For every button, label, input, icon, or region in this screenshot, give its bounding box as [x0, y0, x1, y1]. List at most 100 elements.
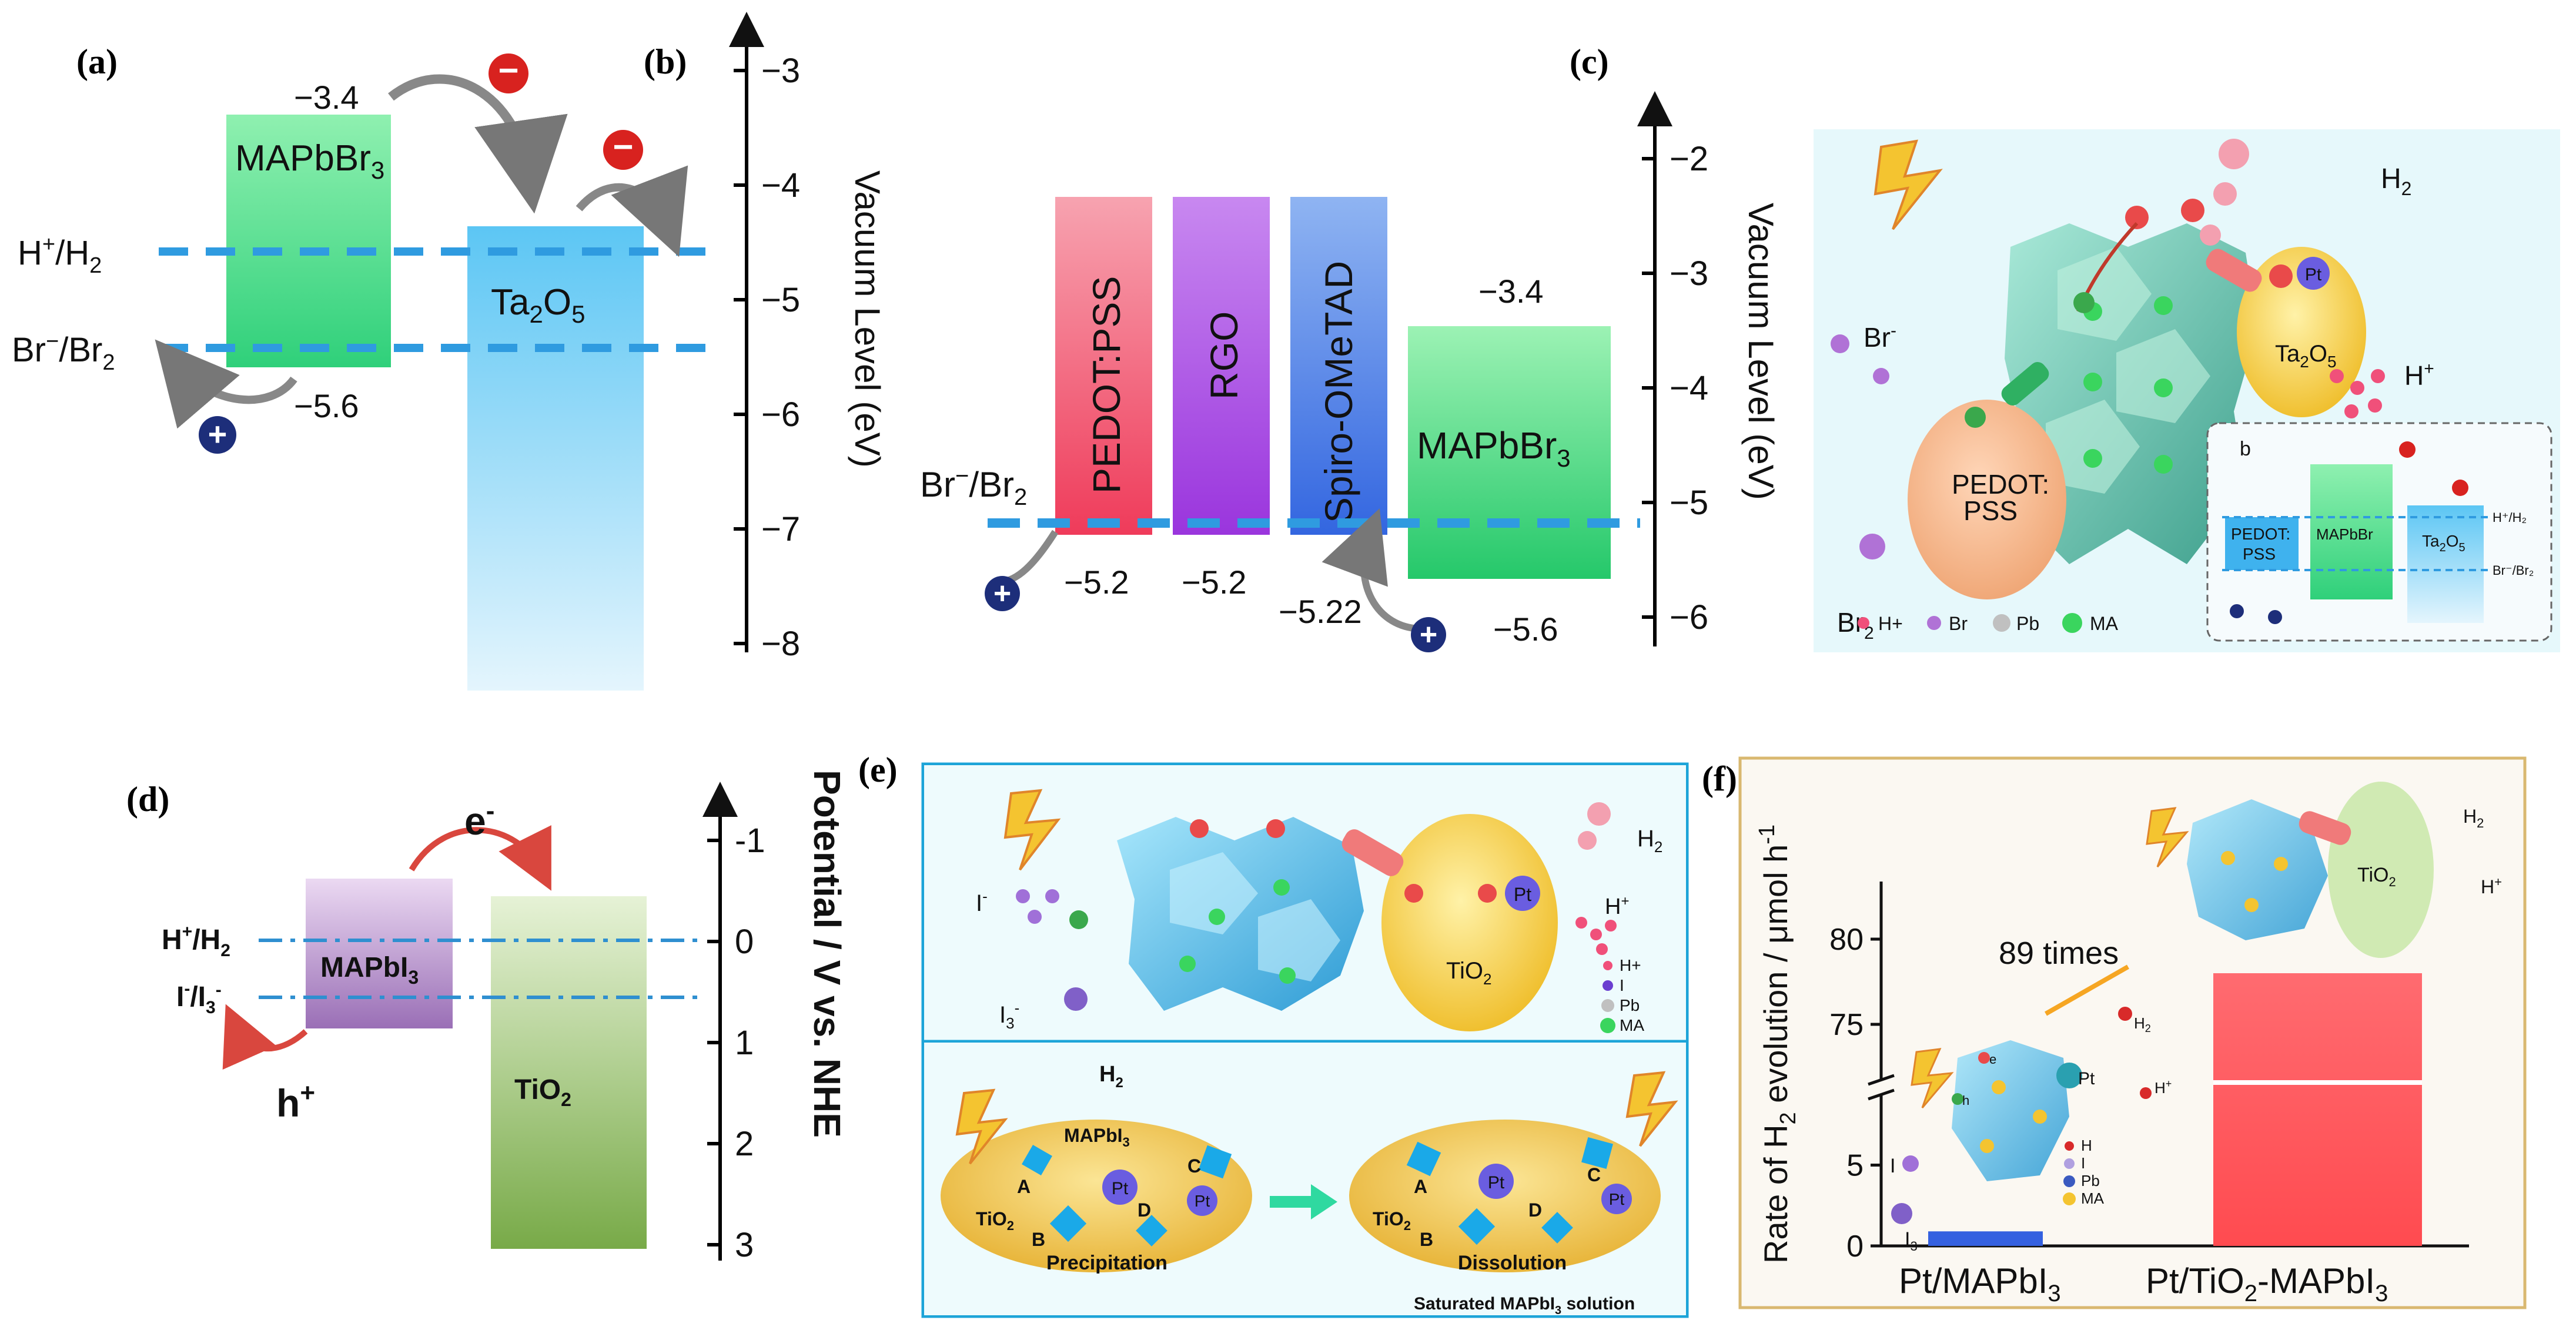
electron-c-1: [2125, 206, 2149, 229]
h2-molecule-e1: [1587, 802, 1611, 826]
pt-label-f-left: Pt: [2078, 1069, 2095, 1088]
site-c-right: C: [1587, 1164, 1601, 1185]
precipitation-particle: [941, 1120, 1252, 1272]
light-bolt-c: [1874, 139, 1943, 230]
h2-molecule-e2: [1578, 831, 1597, 850]
electron-arrow-d: [409, 825, 551, 891]
electron-badge-a: [489, 53, 528, 93]
perovskite-lattice-e: [1117, 817, 1364, 1011]
i3-label-e: I3-: [999, 999, 1019, 1032]
legend-f-marker-i: [2064, 1158, 2075, 1169]
hole-label-d: h+: [276, 1078, 315, 1125]
electron-beam-c: [2206, 249, 2262, 292]
hplus-cluster-e: [1575, 917, 1617, 955]
pt-dissolution-2: [1601, 1184, 1632, 1214]
tio2-label-d: TiO2: [514, 1074, 571, 1110]
panel-label-d: (d): [126, 780, 169, 819]
pt-label-e: Pt: [1514, 884, 1531, 905]
site-b-right: B: [1420, 1229, 1433, 1250]
br-minus-label-c: Br-: [1864, 321, 1896, 353]
ta2o5-sphere-label: Ta2O5: [2275, 341, 2337, 371]
electron-badge-a2-sign: −: [613, 127, 633, 166]
panel-a: (a) MAPbBr3 Ta2O5 −3.4 −5.6 H+/H2 Br−/Br…: [12, 12, 887, 691]
pedot-sphere-label: PEDOT:: [1952, 469, 2049, 500]
tio2-sphere-f: [2328, 782, 2434, 958]
pt-label-precipitation: Pt: [1112, 1179, 1129, 1198]
hole-badge-b2: [1411, 617, 1446, 652]
tio2-label-f: TiO2: [2357, 864, 2396, 889]
legend-e: [1600, 961, 1615, 1033]
chart-f-xlabel-1: Pt/TiO2-MAPbI3: [2146, 1261, 2388, 1306]
inset-h-couple: H⁺/H₂: [2493, 510, 2527, 525]
site-a-right: A: [1414, 1176, 1427, 1197]
rgo-label: RGO: [1202, 311, 1246, 400]
site-b-left: B: [1032, 1229, 1045, 1250]
panel-e: TiO2 Pt I- I3- H2 H+ H+ I Pb: [921, 762, 1689, 1318]
h2-label-f-left: H2: [2134, 1014, 2151, 1034]
chart-f: 0 5 75 80: [1829, 882, 2469, 1264]
legend-c-ma: MA: [2090, 613, 2119, 634]
pss-sphere-label: PSS: [1963, 495, 2018, 526]
electron-label-f-left: e: [1989, 1052, 1996, 1067]
legend-c-marker-hplus: [1858, 617, 1869, 629]
iodide-f-left: [1902, 1155, 1919, 1172]
axis-a-tick-label-0: −3: [761, 52, 800, 90]
ta2o5-band: [467, 226, 644, 691]
panel-label-b: (b): [644, 42, 687, 81]
hole-c-2: [1965, 407, 1986, 428]
mapbbr3-band: [226, 115, 391, 367]
pt-particle-f-left: [2056, 1063, 2082, 1088]
chart-f-bar-1: [2213, 973, 2422, 1246]
h2-molecule-2: [2213, 182, 2237, 206]
tio2-band: [491, 896, 647, 1249]
hole-f-left: [1952, 1093, 1963, 1105]
axis-a-ticks: −3 −4 −5 −6 −7 −8: [734, 52, 800, 663]
chart-f-axis-break-1: [1868, 1088, 1895, 1101]
fold-annotation: 89 times: [1999, 936, 2119, 971]
electron-beam-f: [2299, 811, 2351, 845]
light-bolt-e: [1003, 789, 1061, 871]
legend-c-br: Br: [1949, 613, 1968, 634]
h2-label-e-bottom: H2: [1099, 1062, 1123, 1091]
br-couple-label-a: Br−/Br2: [12, 329, 115, 375]
pt-label-precipitation-2: Pt: [1195, 1192, 1210, 1210]
chart-f-ytick-label-lower-1: 5: [1846, 1149, 1864, 1183]
axis-a-tick-label-5: −8: [761, 625, 800, 663]
i3-label-f-left: I3: [1905, 1228, 1918, 1254]
hole-c-1: [2073, 292, 2095, 313]
mapbi3-label-e: MAPbI3: [1064, 1125, 1130, 1150]
iodide-label-f-left: I: [1890, 1155, 1895, 1177]
rgo-band: [1173, 197, 1270, 535]
mapbi3-label-d: MAPbI3: [320, 952, 419, 988]
lattice-f-right: [2187, 799, 2328, 940]
hplus-label-f: H+: [2481, 874, 2502, 897]
legend-e-marker-hplus: [1603, 961, 1612, 970]
lattice-f-left: [1952, 1040, 2069, 1181]
tio2-sphere-label-e: TiO2: [1446, 958, 1491, 988]
legend-f-ma: MA: [2081, 1189, 2105, 1207]
saturated-solution-label: Saturated MAPbI3 solution: [1414, 1294, 1635, 1317]
axis-a-tick-label-2: −5: [761, 281, 800, 319]
h2-label-e: H2: [1637, 826, 1662, 856]
chart-f-axis-break-2: [1868, 1074, 1895, 1086]
hole-arrow-d: [222, 1004, 308, 1070]
inset-mapbbr-label: MAPbBr: [2316, 525, 2373, 543]
chart-f-ylabel: Rate of H2 evolution / μmol h-1: [1755, 825, 1801, 1264]
i3-f-left: [1891, 1203, 1912, 1224]
mapbi3-band: [306, 879, 453, 1028]
hole-badge-b: [985, 576, 1020, 611]
axis-d-tick-label-2: 1: [735, 1024, 754, 1062]
h-couple-label-d: H+/H2: [162, 922, 230, 960]
chart-f-ytick-label-lower-0: 0: [1846, 1229, 1864, 1264]
legend-c-marker-ma: [2062, 613, 2082, 633]
hplus-cluster-c: [2330, 369, 2385, 418]
axis-b-tick-label-4: −6: [1670, 598, 1708, 636]
vb-value-mapbbr3-b: −5.6: [1493, 611, 1558, 648]
axis-b-tick-label-2: −4: [1670, 369, 1708, 407]
pedot-pss-band: [1055, 197, 1152, 535]
site-d-left: D: [1138, 1199, 1151, 1221]
pt-precipitation-2: [1187, 1185, 1217, 1216]
axis-d-tick-label-1: 0: [735, 923, 754, 961]
hole-beam-c: [2001, 362, 2049, 406]
